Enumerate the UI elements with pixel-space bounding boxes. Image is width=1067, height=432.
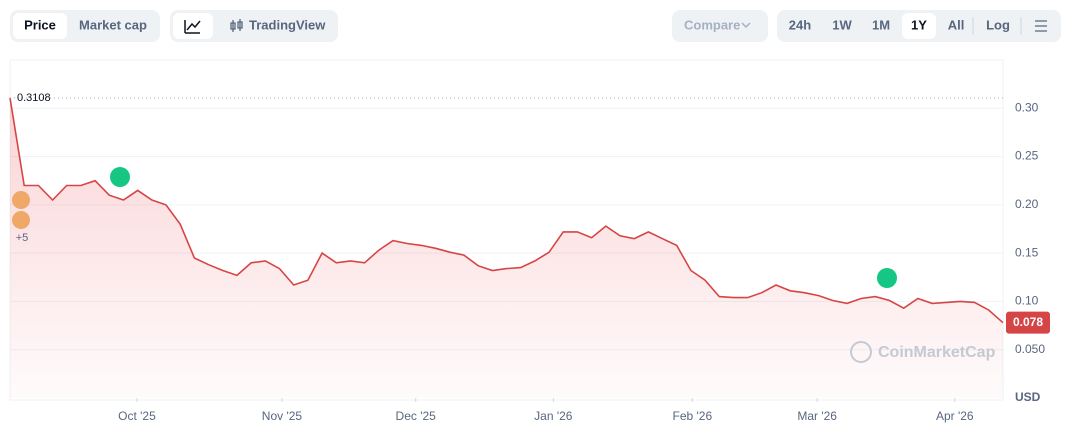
range-all[interactable]: All [948,17,965,32]
high-label: 0.3108 [17,92,51,104]
x-tick-label: Feb '26 [673,409,713,423]
price-line [9,97,1004,324]
chevron [741,22,751,29]
tab-market-cap[interactable]: Market cap [79,17,147,32]
compare-button[interactable] [672,10,768,42]
news-marker[interactable] [877,268,897,288]
watermark-logo [850,341,872,363]
last-price-tag [1006,311,1050,334]
x-tick-label: Jan '26 [534,409,573,423]
range-1w[interactable]: 1W [832,17,852,32]
last-price-label: 0.078 [1013,315,1043,329]
y-tick-label: 0.30 [1015,100,1039,114]
currency-label: USD [1015,390,1041,404]
area [10,97,1003,399]
event-marker[interactable] [12,191,30,209]
y-tick-label: 0.20 [1015,197,1039,211]
x-tick-label: Apr '26 [936,409,974,423]
range-24h[interactable]: 24h [789,17,811,32]
event-marker[interactable] [12,211,30,229]
settings-icon[interactable] [1035,20,1047,32]
y-tick-label: 0.15 [1015,245,1039,259]
candle-icon [230,19,243,32]
watermark: CoinMarketCap [878,344,996,361]
y-tick-label: 0.10 [1015,294,1039,308]
range-1m[interactable]: 1M [872,17,890,32]
scale-log[interactable]: Log [986,17,1010,32]
plot: 0.050 0.10 0.15 0.20 0.25 0.30 Oct '25 Nov '25 D… [9,92,1050,423]
tab-price[interactable]: Price [24,17,56,32]
x-tick-label: Oct '25 [118,409,156,423]
x-tick-label: Mar '26 [797,409,837,423]
x-tick-label: Dec '25 [396,409,437,423]
tab-active [13,13,67,39]
tab-tradingview[interactable]: TradingView [249,17,326,32]
y-tick-label: 0.050 [1015,342,1045,356]
x-tick-label: Nov '25 [262,409,303,423]
y-tick-label: 0.25 [1015,149,1039,163]
more-events[interactable]: +5 [16,232,29,244]
range-active [902,13,936,39]
news-marker[interactable] [110,167,130,187]
compare-label: Compare [684,17,740,32]
range-1y[interactable]: 1Y [911,17,927,32]
line-icon [184,20,201,34]
